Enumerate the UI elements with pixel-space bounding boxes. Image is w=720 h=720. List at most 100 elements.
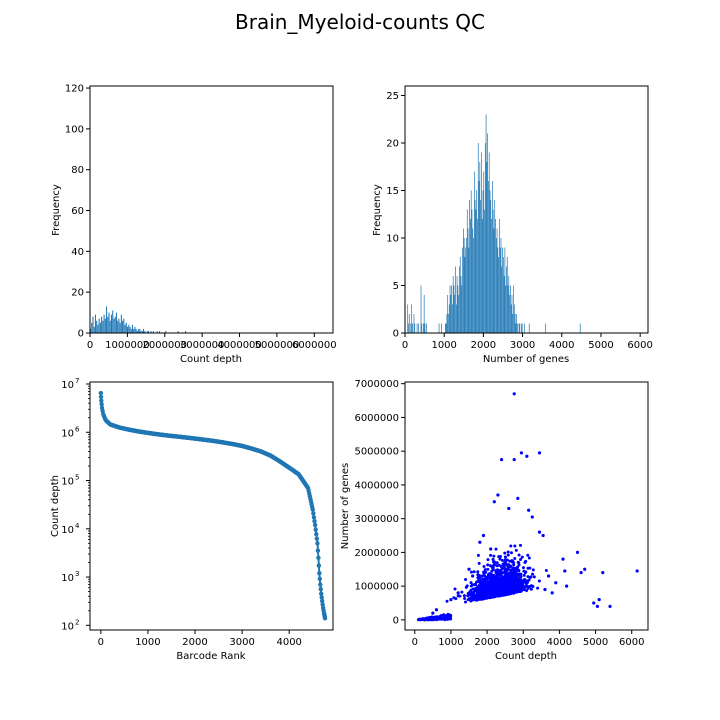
scatter-point <box>476 553 480 557</box>
scatter-point <box>518 583 522 587</box>
scatter-point <box>479 596 483 600</box>
scatter-point <box>477 594 481 598</box>
scatter-point <box>484 575 488 579</box>
scatter-point <box>488 588 492 592</box>
x-tick-label: 2000000 <box>142 340 187 351</box>
scatter-point <box>500 574 504 578</box>
x-tick-label: 4000000 <box>217 340 262 351</box>
scatter-point <box>592 601 596 605</box>
scatter-point <box>517 553 521 557</box>
rank-point <box>318 586 323 592</box>
x-tick-label: 0 <box>402 340 408 351</box>
scatter-point <box>512 568 516 572</box>
histogram-bar <box>484 209 485 333</box>
histogram-bar <box>424 323 426 333</box>
histogram-bar <box>408 323 409 333</box>
histogram-bar <box>441 323 442 333</box>
histogram-bar <box>501 266 503 333</box>
scatter-point <box>504 585 508 589</box>
y-tick-label: 120 <box>65 84 84 95</box>
scatter-point <box>595 604 599 608</box>
y-axis-label: Frequency <box>51 184 62 236</box>
y-tick-label: 10 <box>61 525 74 536</box>
histogram-bar <box>184 330 187 333</box>
scatter-point <box>506 553 510 557</box>
scatter-point <box>525 585 529 589</box>
scatter-point <box>583 567 587 571</box>
scatter-point <box>512 574 516 578</box>
y-axis-ticks: 0 5 10 15 20 25 <box>386 91 405 340</box>
scatter-point <box>469 591 473 595</box>
x-axis-label: Number of genes <box>483 354 569 365</box>
histogram-bar <box>133 328 135 333</box>
histogram-bar <box>459 257 461 333</box>
histogram-bar <box>413 314 415 333</box>
histogram-bar <box>468 247 470 333</box>
x-tick-label: 4000 <box>547 637 572 648</box>
scatter-point <box>474 588 478 592</box>
scatter-point <box>520 555 524 559</box>
scatter-point <box>486 567 490 571</box>
histogram-bar <box>412 323 413 333</box>
scatter-point <box>494 569 498 573</box>
y-tick-exponent: 2 <box>75 618 79 626</box>
histogram-bar <box>521 323 523 333</box>
histogram-bar <box>118 318 120 333</box>
scatter-point <box>463 596 467 600</box>
x-axis-ticks: 0 1000 2000 3000 4000 5000 6000 <box>402 333 653 351</box>
scatter-point <box>537 530 542 534</box>
scatter-point <box>479 580 483 584</box>
scatter-point <box>504 572 508 576</box>
histogram-bar <box>579 323 581 333</box>
y-tick-label: 25 <box>386 91 399 102</box>
scatter-point <box>481 533 486 538</box>
histogram-bar <box>460 276 462 333</box>
axes-frame <box>404 85 649 334</box>
scatter-point <box>554 581 558 585</box>
scatter-point <box>489 553 493 557</box>
scatter-point <box>516 560 520 564</box>
panel-genes-histogram: 0 1000 2000 3000 4000 5000 6000 0 5 10 15 20 25 Num… <box>372 85 653 365</box>
y-tick-label: 4000000 <box>354 480 399 491</box>
y-tick-label: 20 <box>71 288 84 299</box>
scatter-point <box>485 581 489 585</box>
histogram-bar <box>124 324 126 333</box>
scatter-point <box>500 558 504 562</box>
histogram-bar <box>90 328 92 333</box>
histogram-bar <box>506 257 508 333</box>
y-axis-label: Frequency <box>372 184 383 236</box>
histogram-bar <box>496 228 498 333</box>
scatter-point <box>526 553 530 557</box>
histogram-bar <box>423 295 425 333</box>
x-tick-label: 6000 <box>627 340 652 351</box>
histogram-bar <box>98 318 100 333</box>
histogram-bar <box>454 295 456 333</box>
scatter-point <box>522 573 526 577</box>
rank-point <box>314 536 320 541</box>
scatter-point <box>519 558 523 562</box>
scatter-point <box>454 597 458 601</box>
scatter-point <box>505 591 509 595</box>
rank-point <box>318 582 323 587</box>
histogram-bar <box>407 304 409 333</box>
x-tick-label: 5000 <box>588 340 613 351</box>
scatter-point <box>546 574 551 578</box>
histogram-bar <box>127 326 129 333</box>
scatter-point <box>477 561 481 565</box>
scatter-point <box>462 594 466 598</box>
scatter-point <box>519 589 523 593</box>
y-tick-label: 10 <box>61 573 74 584</box>
rank-point <box>317 571 322 576</box>
scatter-point <box>508 564 512 568</box>
scatter-point <box>531 572 535 576</box>
scatter-point <box>478 588 482 592</box>
scatter-point <box>510 581 514 585</box>
histogram-bar <box>411 304 412 333</box>
scatter-point <box>517 587 521 591</box>
x-axis-ticks: 0 1000 2000 3000 4000 5000 6000 <box>412 630 644 648</box>
rank-point <box>98 394 104 400</box>
rank-point <box>319 595 324 600</box>
histogram-bar <box>120 314 122 333</box>
scatter-point <box>601 571 605 575</box>
scatter-point <box>490 569 494 573</box>
